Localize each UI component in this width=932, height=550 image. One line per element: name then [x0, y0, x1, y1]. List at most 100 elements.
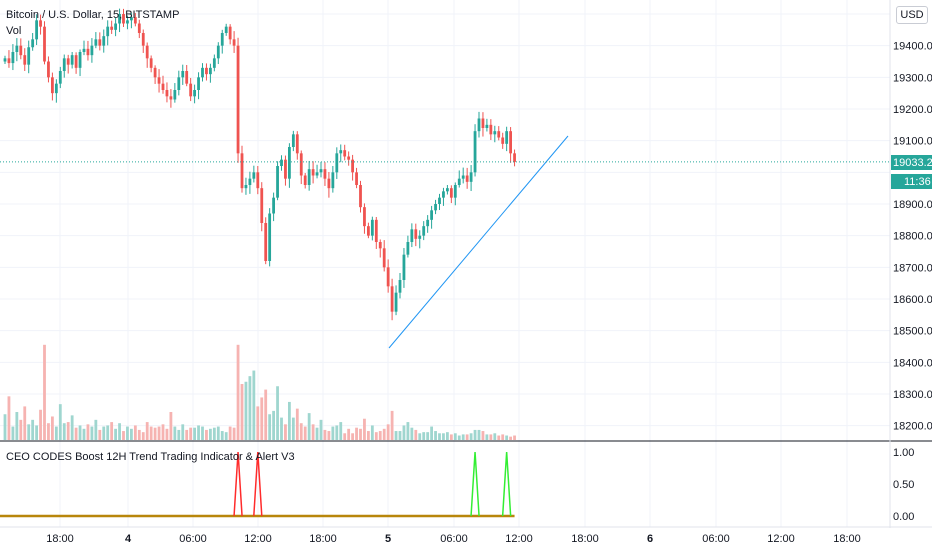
- volume-bar: [98, 429, 102, 440]
- candle: [252, 165, 256, 183]
- countdown-value: 11:36: [904, 176, 931, 188]
- sell-signal-spike: [233, 451, 243, 517]
- volume-bar: [398, 431, 402, 440]
- volume-bar: [442, 433, 445, 440]
- volume-bar: [177, 429, 181, 440]
- candle-body: [102, 36, 106, 46]
- candle-body: [220, 33, 224, 46]
- indicator-axis-label: 0.00: [893, 511, 914, 523]
- candle-body: [288, 147, 291, 179]
- candle: [27, 40, 31, 74]
- candle-body: [311, 169, 315, 176]
- candle-body: [133, 17, 137, 24]
- volume-bar: [15, 412, 19, 440]
- candle: [169, 89, 173, 108]
- volume-bar: [264, 389, 268, 440]
- candle: [54, 79, 58, 103]
- candle-body: [449, 188, 453, 198]
- candle: [11, 44, 15, 71]
- volume-bar: [295, 408, 299, 440]
- candle-body: [82, 48, 86, 52]
- currency-button[interactable]: USD: [896, 6, 928, 24]
- candle: [315, 164, 319, 179]
- candle-body: [126, 20, 129, 24]
- candle-body: [216, 45, 220, 59]
- candle-body: [90, 45, 94, 56]
- candle: [256, 166, 260, 195]
- price-axis-label: 18900.00: [893, 199, 932, 211]
- volume-bar: [276, 386, 279, 440]
- candle-body: [228, 26, 232, 40]
- volume-bar: [438, 433, 441, 440]
- candle: [236, 37, 240, 163]
- trend-line[interactable]: [388, 135, 569, 349]
- volume-bar: [493, 433, 497, 440]
- volume-bar: [78, 425, 82, 440]
- candle-body: [378, 242, 382, 249]
- candle-body: [438, 197, 441, 204]
- volume-bar: [307, 413, 311, 440]
- volume-bar: [137, 429, 141, 440]
- candle: [66, 54, 70, 74]
- candle: [347, 151, 351, 166]
- candle: [485, 118, 489, 132]
- candle: [268, 208, 272, 267]
- candle: [398, 273, 402, 299]
- volume-bar: [280, 417, 283, 440]
- candle: [7, 50, 11, 68]
- candle: [378, 239, 382, 258]
- time-axis-label: 18:00: [833, 533, 861, 545]
- candle-body: [205, 67, 208, 75]
- candle-body: [27, 47, 31, 65]
- volume-bar: [169, 412, 173, 440]
- candle: [248, 171, 252, 194]
- candle: [457, 170, 461, 188]
- candle: [351, 154, 354, 181]
- price-axis-label: 18500.00: [893, 326, 932, 338]
- candle: [449, 185, 453, 204]
- volume-bar: [505, 435, 509, 440]
- price-candles[interactable]: [3, 8, 516, 321]
- candle: [106, 20, 110, 46]
- volume-bar: [90, 426, 94, 440]
- price-axis-label: 18800.00: [893, 231, 932, 243]
- candle-body: [141, 33, 145, 46]
- price-axis-label: 18600.00: [893, 294, 932, 306]
- time-axis-label: 18:00: [309, 533, 337, 545]
- candle-body: [173, 90, 177, 100]
- candle: [82, 40, 86, 56]
- candle: [23, 48, 27, 71]
- candle-body: [501, 137, 505, 144]
- candle: [122, 8, 125, 27]
- volume-bar: [47, 423, 50, 440]
- volume-bar: [70, 415, 74, 440]
- candle-body: [145, 45, 149, 59]
- symbol-title: Bitcoin / U.S. Dollar, 15, BITSTAMP: [6, 9, 179, 21]
- volume-bar: [303, 426, 307, 440]
- price-tag-box: [891, 155, 932, 170]
- candle: [130, 12, 133, 29]
- candle-body: [382, 248, 386, 268]
- candle: [493, 125, 497, 143]
- candle: [288, 143, 291, 188]
- candle-body: [303, 175, 307, 185]
- candle-body: [363, 207, 366, 227]
- candle: [51, 72, 54, 101]
- candle-body: [35, 20, 38, 40]
- volume-bar: [157, 426, 161, 440]
- candle: [461, 167, 465, 184]
- candle-body: [335, 153, 339, 173]
- candle: [473, 124, 477, 177]
- volume-bar: [446, 432, 449, 440]
- time-axis-label: 5: [385, 533, 391, 545]
- time-axis[interactable]: 18:00 4 06:00 12:00 18:00 5 06:00 12:00 18:00 6 06…: [46, 533, 861, 545]
- candle-body: [209, 67, 212, 75]
- candle: [469, 165, 473, 192]
- candle: [291, 130, 295, 152]
- candle: [137, 19, 141, 39]
- candle: [319, 161, 323, 178]
- price-axis[interactable]: 19400.00 19300.00 19200.00 19100.00 18900.00…: [893, 41, 932, 433]
- candle: [31, 33, 35, 51]
- buy-signal-spike: [470, 451, 480, 517]
